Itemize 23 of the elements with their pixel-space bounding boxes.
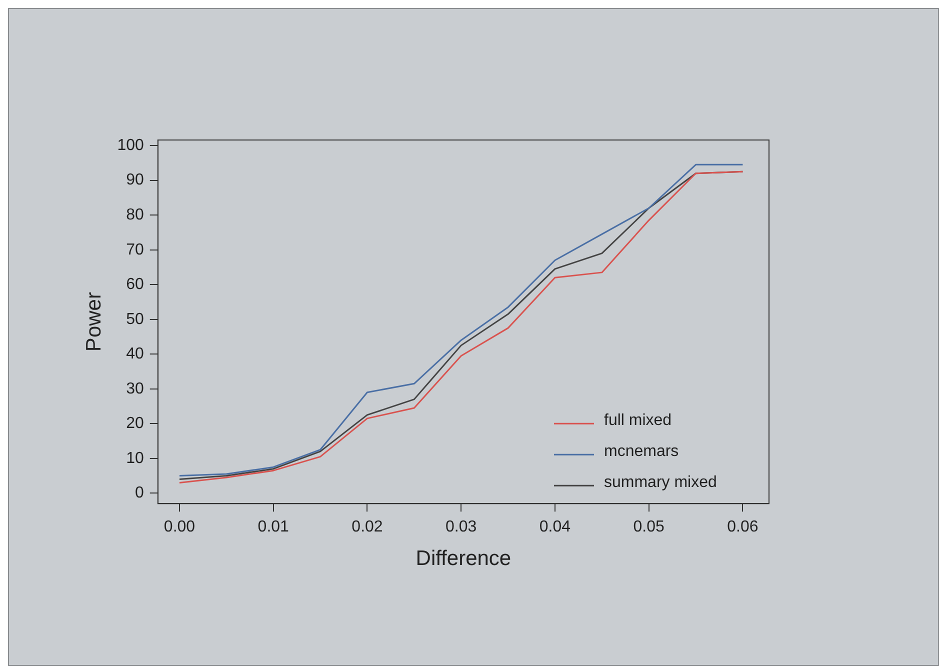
legend-label: full mixed <box>604 412 672 430</box>
y-tick-label: 40 <box>126 346 144 363</box>
y-tick-label: 70 <box>126 241 144 258</box>
x-tick-label: 0.03 <box>446 518 477 536</box>
legend-label: mcnemars <box>604 443 679 460</box>
x-tick-label: 0.06 <box>727 518 758 536</box>
x-tick-label: 0.05 <box>633 518 665 536</box>
legend-label: summary mixed <box>604 474 717 492</box>
x-tick-label: 0.04 <box>539 518 571 536</box>
y-tick-label: 80 <box>126 206 144 224</box>
y-tick-label: 50 <box>126 310 144 328</box>
y-axis-title: Power <box>82 292 106 352</box>
y-tick-label: 90 <box>126 172 144 189</box>
x-tick-label: 0.00 <box>164 518 196 536</box>
x-tick-label: 0.02 <box>352 518 383 536</box>
y-tick-label: 60 <box>126 276 144 294</box>
x-axis-title: Difference <box>416 547 512 570</box>
y-tick-label: 0 <box>134 484 144 502</box>
y-tick-label: 30 <box>126 380 144 398</box>
y-tick-label: 20 <box>126 415 144 432</box>
y-tick-label: 100 <box>117 136 144 154</box>
y-tick-label: 10 <box>126 450 144 467</box>
x-tick-label: 0.01 <box>258 518 290 536</box>
